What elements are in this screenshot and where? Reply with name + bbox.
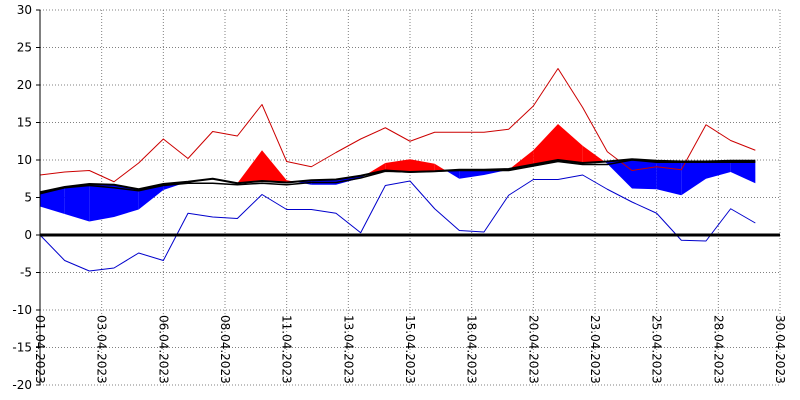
fill-above-normal <box>262 150 287 183</box>
x-tick-label: 15.04.2023 <box>403 315 417 384</box>
fill-below-normal <box>706 160 731 179</box>
y-tick-label: 10 <box>17 153 32 167</box>
y-tick-label: 0 <box>24 228 32 242</box>
x-tick-label: 30.04.2023 <box>773 315 787 384</box>
series-lines <box>39 68 756 272</box>
grid <box>39 9 781 386</box>
y-tick-label: 20 <box>17 78 32 92</box>
y-tick-label: 15 <box>17 116 32 130</box>
axes <box>36 9 780 386</box>
y-tick-label: -5 <box>20 266 32 280</box>
x-tick-label: 25.04.2023 <box>650 315 664 384</box>
deviation-fill <box>40 124 756 222</box>
fill-below-normal <box>632 159 657 190</box>
y-tick-label: -10 <box>12 303 32 317</box>
y-tick-label: -15 <box>12 341 32 355</box>
fill-below-normal <box>730 160 756 184</box>
x-tick-label: 20.04.2023 <box>526 315 540 384</box>
x-tick-label: 08.04.2023 <box>218 315 232 384</box>
x-tick-label: 01.04.2023 <box>33 315 47 384</box>
y-tick-label: 25 <box>17 41 32 55</box>
series-min-line <box>39 174 756 272</box>
fill-below-normal <box>459 169 484 179</box>
fill-above-normal <box>385 159 410 172</box>
fill-above-normal <box>558 124 583 163</box>
x-tick-label: 03.04.2023 <box>95 315 109 384</box>
fill-above-normal <box>237 150 262 184</box>
fill-above-normal <box>533 124 558 165</box>
fill-below-normal <box>681 161 706 196</box>
x-tick-label: 11.04.2023 <box>280 315 294 384</box>
fill-below-normal <box>445 169 460 179</box>
fill-above-normal <box>410 159 435 172</box>
fill-above-normal <box>366 163 386 175</box>
x-tick-label: 23.04.2023 <box>588 315 602 384</box>
y-tick-label: -20 <box>12 378 32 392</box>
fill-below-normal <box>64 184 90 222</box>
fill-above-normal <box>434 163 446 172</box>
series-max-line <box>39 68 756 183</box>
fill-above-normal <box>582 145 605 163</box>
fill-below-normal <box>114 184 139 217</box>
x-tick-label: 06.04.2023 <box>156 315 170 384</box>
x-tick-label: 13.04.2023 <box>341 315 355 384</box>
fill-below-normal <box>89 184 114 222</box>
y-tick-label: 5 <box>24 191 32 205</box>
x-tick-label: 28.04.2023 <box>711 315 725 384</box>
y-tick-label: 30 <box>17 3 32 17</box>
fill-below-normal <box>607 159 632 189</box>
fill-below-normal <box>40 187 65 214</box>
fill-above-normal <box>509 150 534 169</box>
series-normal-line <box>39 158 756 194</box>
x-tick-label: 18.04.2023 <box>465 315 479 384</box>
fill-below-normal <box>138 184 164 210</box>
fill-below-normal <box>656 160 682 196</box>
